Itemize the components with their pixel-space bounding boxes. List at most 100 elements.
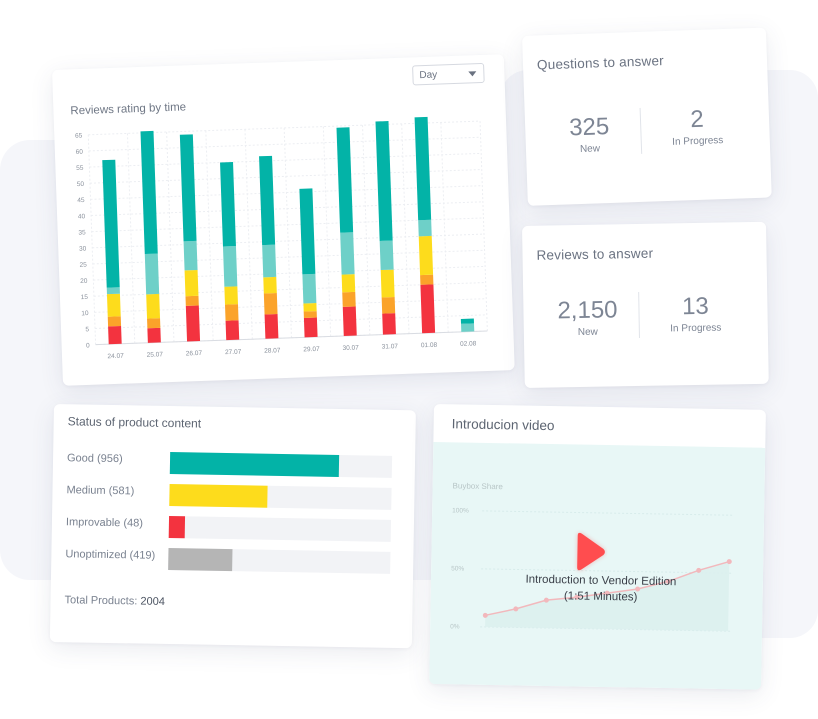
- bar-segment: [341, 274, 356, 293]
- bar-segment: [461, 323, 475, 332]
- preview-tick-label: 100%: [452, 507, 469, 514]
- bar-segment: [220, 162, 236, 247]
- bar-segment: [342, 306, 357, 336]
- bar-segment: [420, 284, 436, 334]
- bar-segment: [340, 232, 355, 275]
- preview-point: [726, 559, 732, 565]
- status-bar-track: [168, 516, 392, 542]
- y-tick-label: 55: [76, 165, 84, 172]
- status-label: Medium (581): [66, 484, 135, 498]
- bar-segment: [418, 235, 434, 276]
- preview-tick-label: 50%: [451, 565, 464, 572]
- gridline-vertical: [283, 127, 292, 338]
- bar-segment: [185, 295, 199, 306]
- bar-segment: [375, 121, 393, 241]
- preview-point: [482, 612, 488, 618]
- product-content-status-card: Status of product content Good (956) Medi…: [49, 404, 416, 649]
- reviews-progress-count: 13: [681, 292, 710, 321]
- preview-area: [485, 561, 730, 632]
- questions-progress-label: In Progress: [672, 135, 724, 148]
- gridline-vertical: [362, 125, 371, 336]
- bar-segment: [179, 134, 197, 242]
- bar-segment: [460, 318, 474, 324]
- period-select[interactable]: Day: [412, 62, 485, 86]
- period-select-value: Day: [419, 69, 438, 82]
- x-tick-label: 26.07: [186, 350, 203, 358]
- status-bar-track: [169, 452, 393, 478]
- bar-segment: [147, 327, 161, 343]
- preview-point: [665, 578, 671, 584]
- bar-segment: [303, 311, 317, 318]
- preview-chart-title: Buybox Share: [452, 481, 503, 491]
- y-tick-label: 0: [86, 342, 90, 349]
- reviews-bar-chart: 0 5 10 15 20 25 30 35 40 45 50 55 60 65 24.07 25.07 26.0…: [75, 114, 488, 360]
- bar-segment: [224, 304, 239, 321]
- reviews-new-count: 2,150: [557, 296, 618, 325]
- bar-segment: [382, 313, 396, 335]
- status-bar-track: [168, 548, 391, 574]
- preview-point: [635, 586, 641, 592]
- bar-segment: [222, 245, 238, 287]
- total-products: Total Products: 2004: [64, 594, 165, 608]
- bar-segment: [379, 240, 394, 271]
- bar-segment: [303, 302, 317, 312]
- preview-point: [543, 597, 549, 603]
- x-axis: [95, 330, 488, 346]
- y-tick-label: 25: [79, 262, 87, 269]
- status-label: Improvable (48): [65, 516, 144, 530]
- status-row-improvable: Improvable (48): [66, 514, 396, 544]
- bar-segment: [106, 293, 121, 317]
- bar-segment: [414, 114, 432, 221]
- status-bar-fill: [168, 516, 185, 539]
- play-icon[interactable]: [571, 529, 608, 574]
- x-tick-label: 30.07: [342, 344, 359, 352]
- reviews-title: Reviews to answer: [536, 245, 654, 263]
- chart-title: Reviews rating by time: [70, 101, 187, 118]
- bar-segment: [107, 316, 122, 327]
- video-caption: Introduction to Vendor Edition (1:51 Min…: [471, 571, 732, 608]
- preview-point: [574, 594, 580, 600]
- intro-video-card: Introducion video Buybox Share 100% 50% 0% …: [429, 404, 766, 690]
- bar-segment: [336, 127, 354, 233]
- stat-divider: [638, 291, 640, 338]
- status-bar-fill: [169, 452, 339, 477]
- video-player[interactable]: Buybox Share 100% 50% 0% Introduction to Ve…: [429, 441, 766, 690]
- preview-point: [513, 606, 519, 612]
- y-tick-label: 50: [77, 181, 85, 188]
- bar-segment: [184, 269, 199, 297]
- gridline-vertical: [244, 129, 253, 340]
- status-bar-fill: [169, 484, 268, 508]
- bar-segment: [259, 155, 276, 246]
- bar-segment: [146, 293, 161, 319]
- bar-segment: [381, 297, 396, 314]
- bar-segment: [147, 318, 161, 329]
- y-tick-label: 35: [78, 229, 86, 236]
- video-title: Introducion video: [451, 416, 555, 434]
- status-title: Status of product content: [67, 414, 202, 431]
- reviews-card: Reviews to answer 2,150 New 13 In Progre…: [522, 221, 769, 388]
- bar-segment: [225, 320, 240, 341]
- y-tick-label: 20: [80, 278, 88, 285]
- questions-card: Questions to answer 325 New 2 In Progres…: [522, 27, 772, 206]
- bar-segment: [262, 244, 277, 278]
- status-label: Unoptimized (419): [65, 548, 156, 562]
- x-tick-label: 28.07: [264, 347, 281, 355]
- bar-segment: [224, 286, 238, 305]
- questions-new-label: New: [579, 143, 601, 156]
- bar-segment: [264, 314, 279, 339]
- x-tick-label: 27.07: [225, 349, 242, 357]
- preview-gridline: [481, 568, 732, 574]
- reviews-progress-label: In Progress: [670, 322, 722, 335]
- questions-new-count: 325: [568, 113, 610, 142]
- status-row-medium: Medium (581): [66, 482, 396, 512]
- bar-segment: [418, 219, 432, 237]
- y-tick-label: 40: [78, 213, 86, 220]
- y-tick-label: 15: [81, 294, 89, 301]
- gridline-vertical: [479, 121, 488, 331]
- gridline-vertical: [126, 133, 136, 344]
- bar-segment: [106, 287, 120, 295]
- x-tick-label: 02.08: [460, 340, 477, 348]
- bar-segment: [342, 291, 356, 307]
- questions-progress-count: 2: [689, 105, 705, 134]
